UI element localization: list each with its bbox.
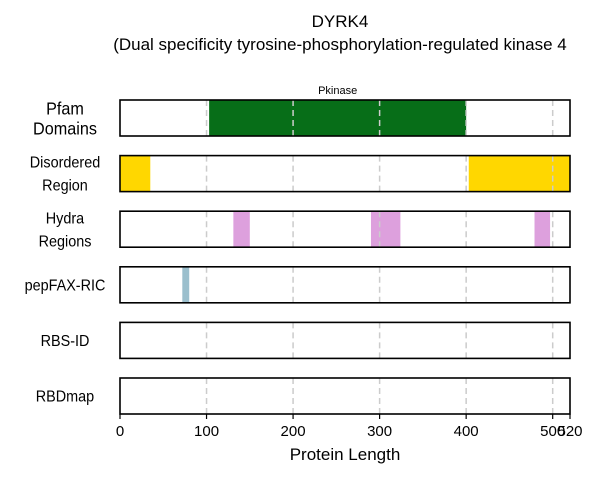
x-tick-label-4: 400: [454, 423, 479, 440]
x-tick-label-2: 200: [281, 423, 306, 440]
x-tick-label-0: 0: [116, 423, 124, 440]
track-label-2-1: Regions: [39, 233, 92, 251]
track-1-segment-0: [120, 155, 151, 192]
track-frame-0: [119, 99, 571, 137]
x-axis-label: Protein Length: [290, 445, 401, 464]
track-2-segment-0: [233, 211, 250, 248]
chart-title: DYRK4: [311, 12, 369, 31]
track-label-0-0: Pfam: [46, 99, 84, 119]
track-0-segment-0: [209, 100, 467, 136]
track-label-4-0: RBS-ID: [41, 332, 90, 350]
track-label-0-1: Domains: [33, 119, 97, 139]
track-label-3-0: pepFAX-RIC: [25, 277, 106, 295]
x-tick-label-3: 300: [367, 423, 392, 440]
x-tick-label-6: 520: [557, 423, 582, 440]
track-2-segment-1: [370, 211, 401, 248]
track-label-1-1: Region: [42, 177, 88, 195]
track-3-segment-0: [182, 266, 190, 303]
track-label-1-0: Disordered: [30, 154, 100, 172]
track-frame-4: [119, 321, 571, 360]
segment-label-0-0: Pkinase: [318, 85, 357, 97]
track-label-5-0: RBDmap: [36, 388, 94, 406]
track-frame-1: [119, 154, 571, 193]
track-2-segment-2: [534, 211, 551, 248]
track-label-2-0: Hydra: [46, 210, 85, 228]
track-frame-2: [119, 210, 571, 248]
x-tick-label-1: 100: [194, 423, 219, 440]
track-frame-5: [119, 377, 571, 415]
track-frame-3: [119, 265, 571, 304]
chart-subtitle: (Dual specificity tyrosine-phosphorylati…: [113, 35, 567, 54]
track-1-segment-1: [468, 155, 570, 192]
x-tick-label-5: 500: [540, 423, 565, 440]
